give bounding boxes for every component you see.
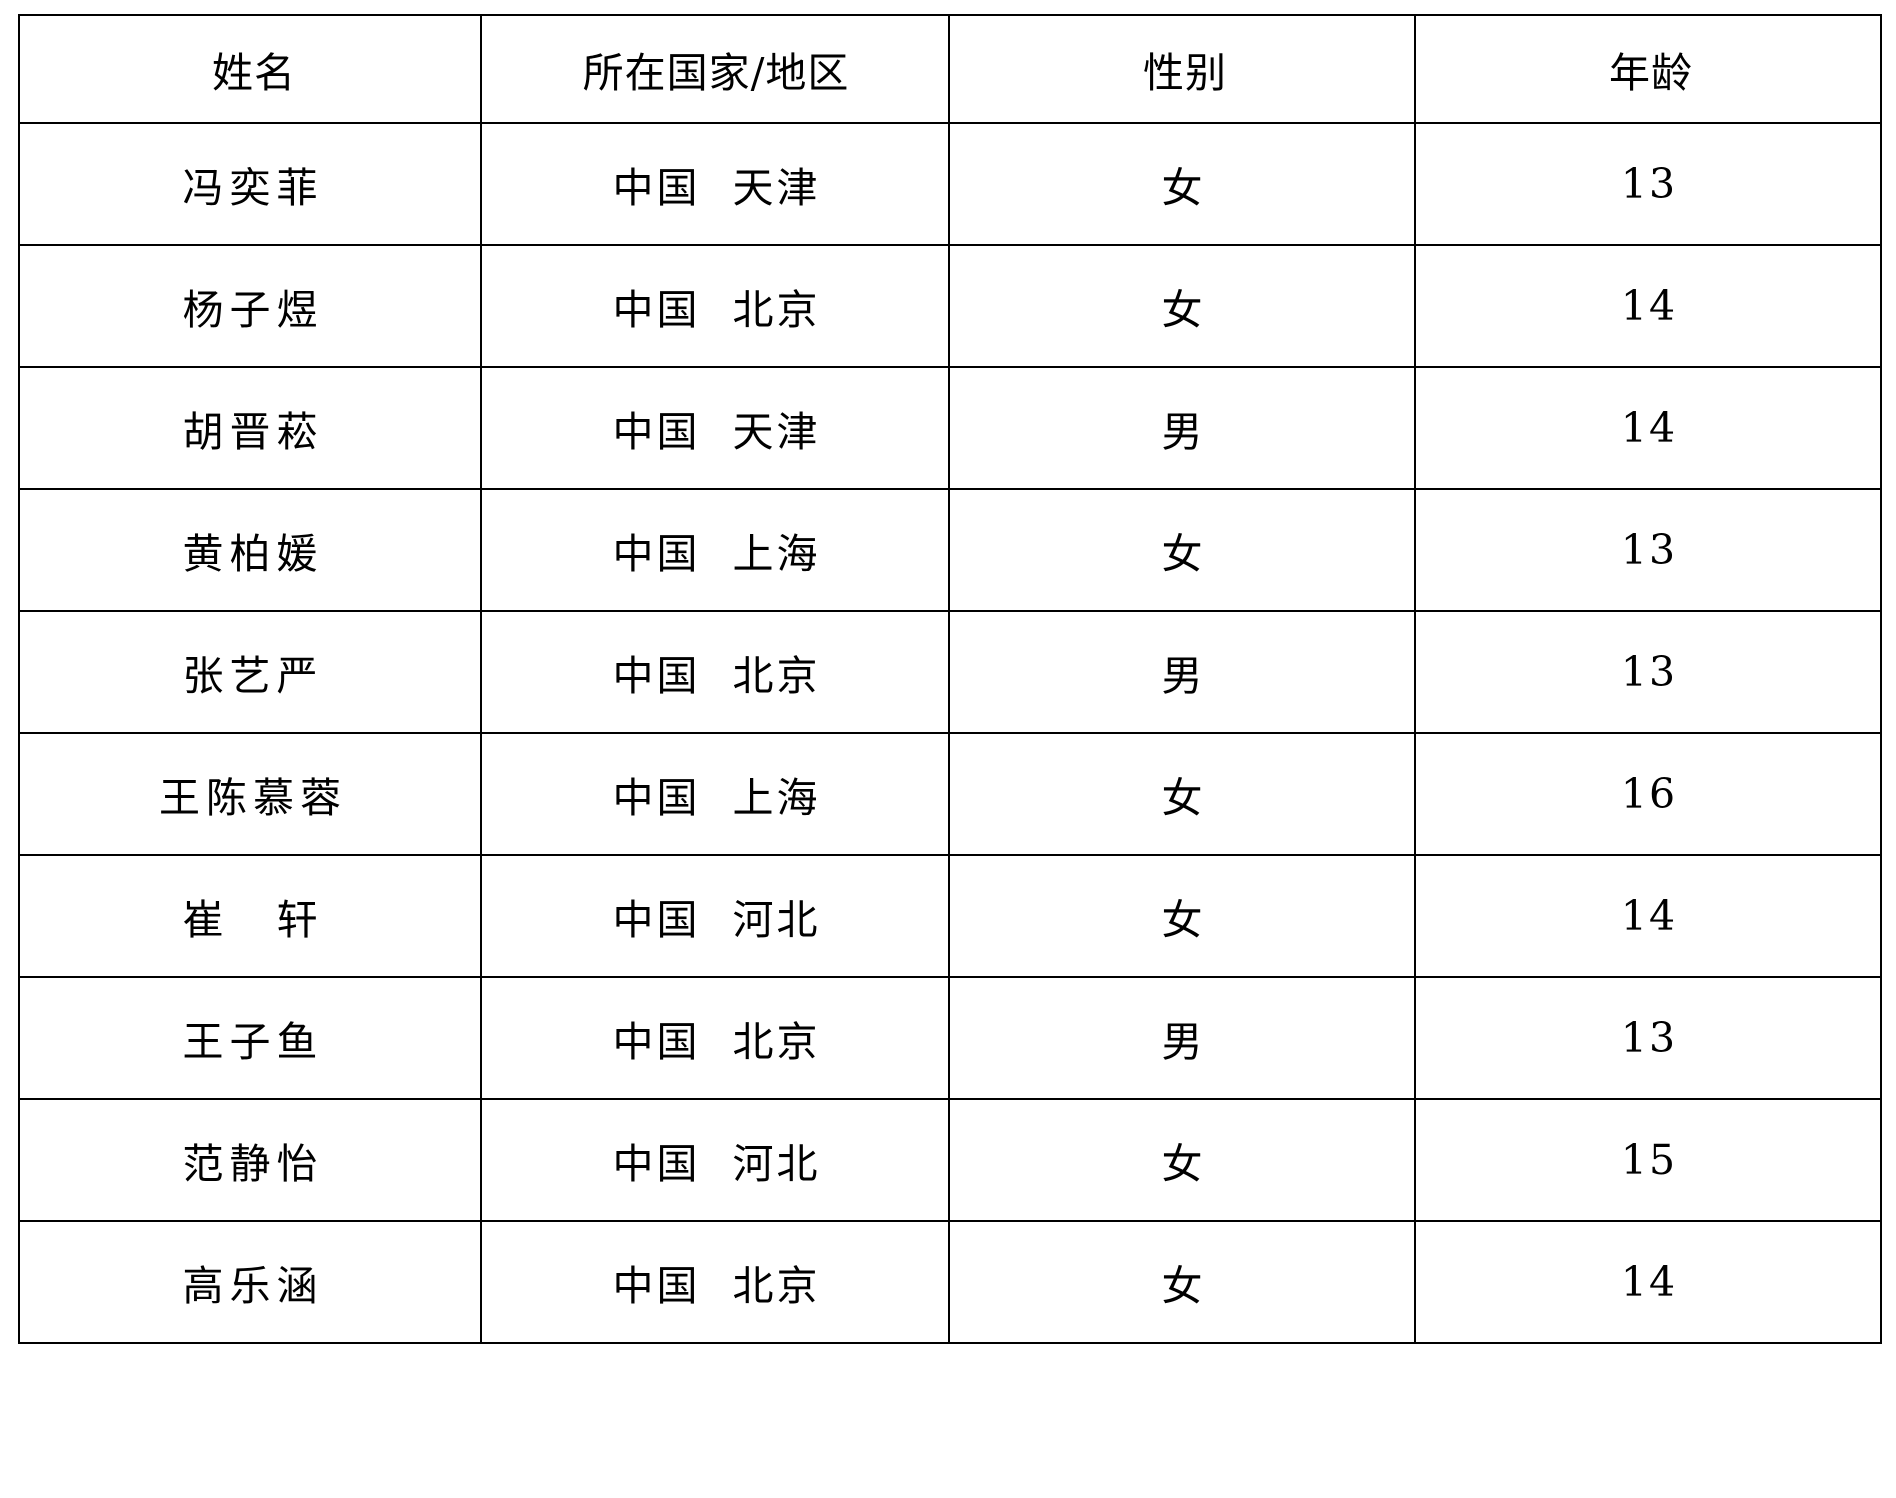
cell-gender: 女 [948, 244, 1416, 368]
cell-gender: 女 [948, 1098, 1416, 1222]
cell-region: 中国 北京 [480, 610, 950, 734]
column-header-age: 年龄 [1414, 14, 1882, 124]
cell-name: 张艺严 [18, 610, 482, 734]
table-row: 张艺严 中国 北京 男 13 [18, 610, 1882, 734]
header-row: 姓名 所在国家/地区 性别 年龄 [18, 14, 1882, 124]
cell-name: 杨子煜 [18, 244, 482, 368]
cell-age: 14 [1414, 1220, 1882, 1344]
table-header: 姓名 所在国家/地区 性别 年龄 [18, 14, 1882, 124]
cell-region: 中国 北京 [480, 976, 950, 1100]
cell-gender: 女 [948, 854, 1416, 978]
table-body: 冯奕菲 中国 天津 女 13 杨子煜 中国 北京 女 14 胡晋菘 中国 天津 … [18, 122, 1882, 1344]
table-row: 王陈慕蓉 中国 上海 女 16 [18, 732, 1882, 856]
cell-name: 黄柏媛 [18, 488, 482, 612]
table-row: 黄柏媛 中国 上海 女 13 [18, 488, 1882, 612]
cell-region: 中国 河北 [480, 854, 950, 978]
cell-gender: 女 [948, 488, 1416, 612]
cell-region: 中国 北京 [480, 1220, 950, 1344]
column-header-region: 所在国家/地区 [480, 14, 950, 124]
cell-name: 冯奕菲 [18, 122, 482, 246]
cell-age: 14 [1414, 244, 1882, 368]
cell-gender: 男 [948, 976, 1416, 1100]
cell-name: 范静怡 [18, 1098, 482, 1222]
cell-name: 王陈慕蓉 [18, 732, 482, 856]
cell-name: 高乐涵 [18, 1220, 482, 1344]
cell-region: 中国 河北 [480, 1098, 950, 1222]
table-row: 冯奕菲 中国 天津 女 13 [18, 122, 1882, 246]
cell-age: 16 [1414, 732, 1882, 856]
cell-region: 中国 北京 [480, 244, 950, 368]
table-row: 杨子煜 中国 北京 女 14 [18, 244, 1882, 368]
cell-gender: 女 [948, 122, 1416, 246]
cell-age: 15 [1414, 1098, 1882, 1222]
cell-name: 王子鱼 [18, 976, 482, 1100]
cell-age: 14 [1414, 366, 1882, 490]
cell-region: 中国 天津 [480, 122, 950, 246]
cell-name: 崔 轩 [18, 854, 482, 978]
cell-gender: 男 [948, 366, 1416, 490]
cell-region: 中国 上海 [480, 732, 950, 856]
column-header-gender: 性别 [948, 14, 1416, 124]
column-header-name: 姓名 [18, 14, 482, 124]
cell-age: 13 [1414, 122, 1882, 246]
table-row: 范静怡 中国 河北 女 15 [18, 1098, 1882, 1222]
cell-name: 胡晋菘 [18, 366, 482, 490]
cell-age: 14 [1414, 854, 1882, 978]
cell-age: 13 [1414, 976, 1882, 1100]
table-row: 高乐涵 中国 北京 女 14 [18, 1220, 1882, 1344]
cell-gender: 女 [948, 732, 1416, 856]
cell-region: 中国 上海 [480, 488, 950, 612]
cell-region: 中国 天津 [480, 366, 950, 490]
cell-gender: 男 [948, 610, 1416, 734]
table-row: 崔 轩 中国 河北 女 14 [18, 854, 1882, 978]
participants-table: 姓名 所在国家/地区 性别 年龄 冯奕菲 中国 天津 女 13 杨子煜 中国 北… [18, 14, 1882, 1344]
table-row: 王子鱼 中国 北京 男 13 [18, 976, 1882, 1100]
cell-age: 13 [1414, 488, 1882, 612]
cell-gender: 女 [948, 1220, 1416, 1344]
cell-age: 13 [1414, 610, 1882, 734]
table-row: 胡晋菘 中国 天津 男 14 [18, 366, 1882, 490]
